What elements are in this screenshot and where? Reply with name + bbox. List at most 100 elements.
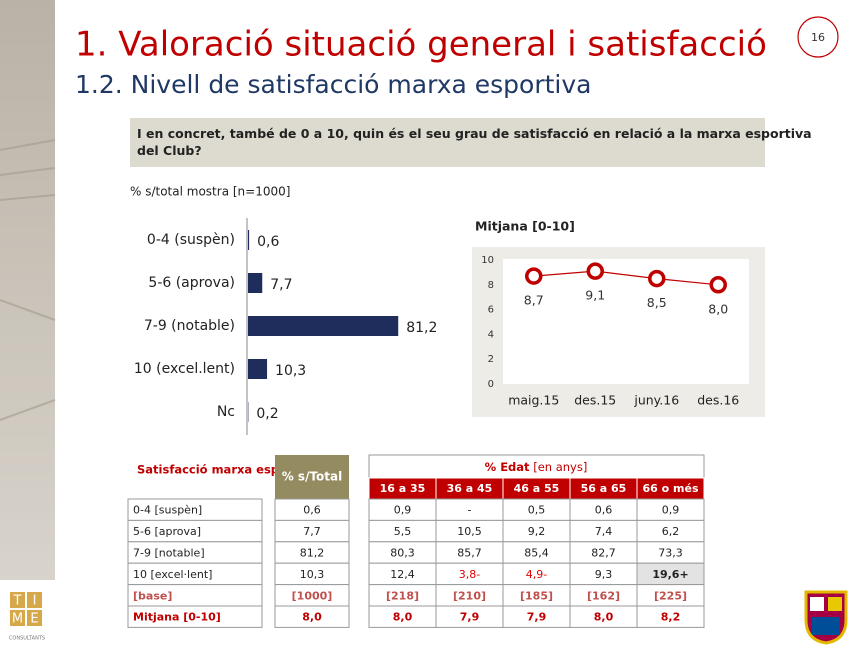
value-label: 10,3 <box>275 363 306 379</box>
age-value: 19,6+ <box>652 568 688 581</box>
x-tick-label: juny.16 <box>633 393 679 408</box>
value-label: 8,5 <box>647 295 667 310</box>
point <box>709 276 727 294</box>
x-tick-label: des.15 <box>574 393 616 408</box>
column-header: 46 a 55 <box>514 482 560 495</box>
age-value: 85,4 <box>524 547 549 560</box>
x-tick-label: des.16 <box>697 393 739 408</box>
bar <box>248 230 250 250</box>
photo-strip <box>0 0 55 580</box>
age-value: 82,7 <box>591 547 616 560</box>
photo-texture <box>0 139 56 421</box>
age-value: 80,3 <box>390 547 415 560</box>
question: I en concret, també de 0 a 10, quin és e… <box>137 126 812 158</box>
logo-letter: T <box>13 594 22 609</box>
logo-caption: CONSULTANTS <box>9 636 45 642</box>
bar <box>248 359 268 379</box>
question-box <box>130 118 765 167</box>
value-label: 8,0 <box>708 301 728 316</box>
age-value: 7,9 <box>527 611 547 624</box>
category-label: Nc <box>217 404 235 420</box>
age-value: 7,4 <box>595 525 613 538</box>
point <box>648 269 666 288</box>
y-tick-label: 4 <box>488 329 494 340</box>
total-value: 81,2 <box>300 547 325 560</box>
value-label: 7,7 <box>270 277 292 293</box>
category-label: 10 (excel.lent) <box>134 361 235 377</box>
row-label: 10 [excel·lent] <box>133 568 212 581</box>
age-value: [218] <box>386 589 419 602</box>
age-value: [225] <box>654 589 687 602</box>
page-number: 16 <box>811 31 825 44</box>
group-header: % Edat [en anys] <box>485 460 588 474</box>
total-value: 10,3 <box>300 568 325 581</box>
logo-tile <box>27 592 42 608</box>
row-label: 7-9 [notable] <box>133 547 205 560</box>
value-label: 8,7 <box>524 293 544 308</box>
title: 1. Valoració situació general i satisfac… <box>75 25 767 65</box>
age-cell <box>636 605 705 628</box>
total-header-bg <box>275 455 349 499</box>
group-header-part: [en anys] <box>530 460 588 474</box>
age-value: 0,5 <box>528 504 546 517</box>
age-value: [210] <box>453 589 486 602</box>
value-label: 9,1 <box>585 288 605 303</box>
age-value: 12,4 <box>390 568 415 581</box>
value-label: 0,6 <box>257 234 279 250</box>
x-tick-label: maig.15 <box>508 393 559 408</box>
age-value: 73,3 <box>658 547 683 560</box>
row-label: [base] <box>133 589 172 602</box>
table-title: Satisfacció marxa esportiva <box>137 463 317 477</box>
logo-tile <box>10 592 25 608</box>
age-value: - <box>468 504 472 517</box>
logo-letter: E <box>30 612 38 627</box>
y-tick-label: 6 <box>488 305 494 316</box>
bar <box>248 273 263 293</box>
total-cell <box>274 605 350 628</box>
age-value: 0,9 <box>662 504 680 517</box>
category-label: 7-9 (notable) <box>144 318 235 334</box>
age-value: 8,0 <box>594 611 614 624</box>
logo-tile <box>10 610 25 626</box>
crest <box>804 590 848 645</box>
age-value: 4,9- <box>526 568 547 581</box>
line-chart-title: Mitjana [0-10] <box>475 219 575 234</box>
y-tick-label: 0 <box>488 379 494 390</box>
age-value: 8,2 <box>661 611 681 624</box>
total-value: [1000] <box>292 589 333 602</box>
age-value: [162] <box>587 589 620 602</box>
line <box>533 270 719 286</box>
page-badge <box>797 16 839 58</box>
logo-tile <box>27 610 42 626</box>
age-value: [185] <box>520 589 553 602</box>
value-label: 81,2 <box>406 320 437 336</box>
row-label: 0-4 [suspèn] <box>133 504 202 517</box>
column-header: 66 o més <box>643 482 699 495</box>
y-tick-label: 10 <box>481 255 494 266</box>
logo-letter: I <box>33 594 37 609</box>
bar-chart-subtitle: % s/total mostra [n=1000] <box>130 185 290 199</box>
age-value: 5,5 <box>394 525 412 538</box>
total-value: 7,7 <box>303 525 321 538</box>
age-value: 8,0 <box>393 611 413 624</box>
y-tick-label: 8 <box>488 280 494 291</box>
age-value: 3,8- <box>459 568 480 581</box>
value-label: 0,2 <box>256 406 278 422</box>
row-label: 5-6 [aprova] <box>133 525 201 538</box>
age-value: 0,9 <box>394 504 412 517</box>
age-value: 9,3 <box>595 568 613 581</box>
column-header: 16 a 35 <box>380 482 426 495</box>
age-value: 10,5 <box>457 525 482 538</box>
bar <box>248 316 399 336</box>
plot-area <box>503 259 749 384</box>
age-value: 0,6 <box>595 504 613 517</box>
row-label-cell <box>127 605 263 628</box>
total-value: 0,6 <box>303 504 321 517</box>
y-tick-label: 2 <box>488 354 494 365</box>
column-header: 56 a 65 <box>581 482 627 495</box>
column-header: 36 a 45 <box>447 482 493 495</box>
category-label: 0-4 (suspèn) <box>147 232 235 248</box>
total-header: % s/Total <box>282 470 343 484</box>
total-value: 8,0 <box>302 611 322 624</box>
